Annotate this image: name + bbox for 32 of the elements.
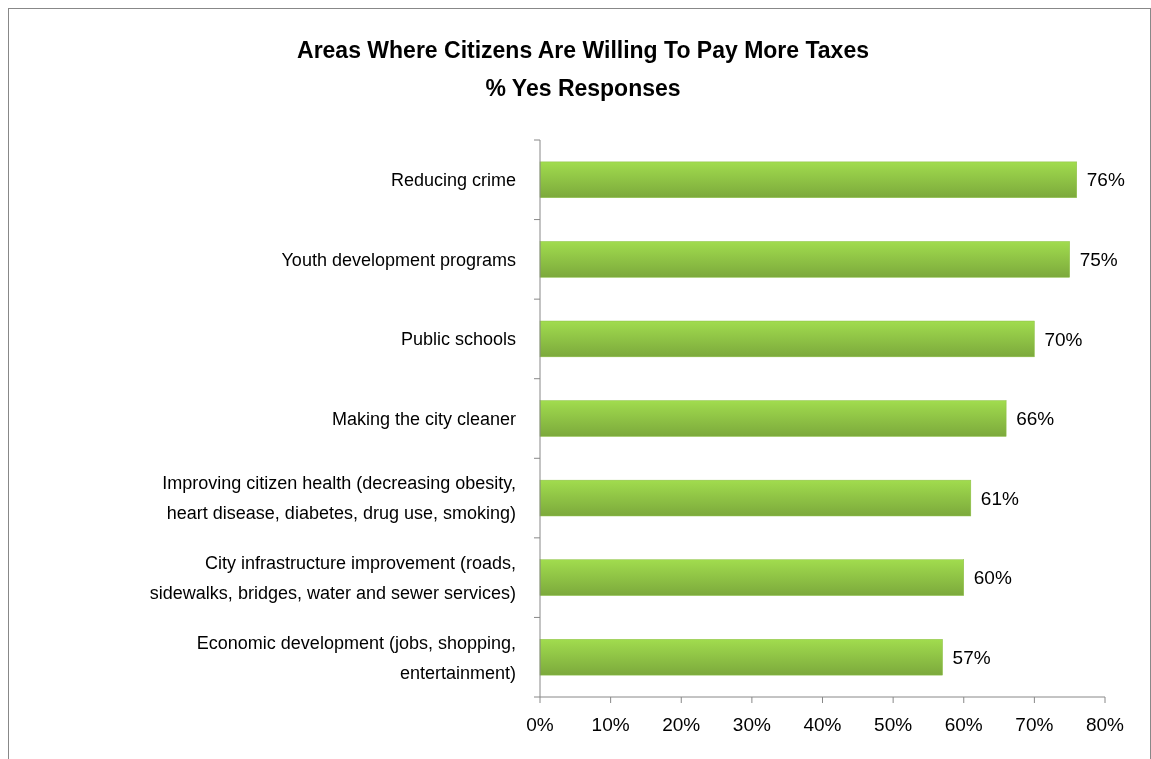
x-tick-label: 0% [526, 714, 554, 735]
y-tick-label: Making the city cleaner [331, 408, 516, 429]
bar [539, 161, 1077, 198]
data-label: 76% [1086, 169, 1125, 191]
y-tick-label: Improving citizen health (decreasing obesity, heart disease, diabetes, drug use, smoking) [162, 473, 516, 524]
x-tick-label: 30% [732, 714, 771, 735]
y-tick-label: Youth development programs [281, 249, 516, 270]
data-label: 57% [952, 646, 991, 668]
x-tick-label: 20% [662, 714, 701, 735]
bar [539, 320, 1035, 358]
y-tick-label: City infrastructure improvement (roads, sidewalks, bridges, water and sewer services) [149, 552, 516, 603]
data-label: 66% [1016, 408, 1055, 430]
x-tick-label: 10% [591, 714, 630, 735]
chart-title: Areas Where Citizens Are Willing To Pay More Taxes [297, 37, 869, 63]
data-label: 61% [980, 487, 1019, 509]
chart-subtitle: % Yes Responses [485, 75, 681, 101]
x-tick-label: 40% [803, 714, 842, 735]
data-label: 60% [973, 567, 1012, 589]
x-tick-label: 80% [1085, 714, 1125, 735]
x-tick-label: 60% [944, 714, 983, 735]
bar [539, 241, 1070, 278]
bar [539, 479, 972, 517]
y-tick-label: Economic development (jobs, shopping, entertainment) [196, 632, 516, 683]
y-tick-label: Public schools [400, 329, 516, 350]
bar [539, 559, 964, 596]
x-tick-label: 50% [874, 714, 913, 735]
data-label: 70% [1044, 328, 1083, 350]
data-label: 75% [1079, 249, 1118, 271]
x-tick-label: 70% [1015, 714, 1054, 735]
bar [539, 639, 943, 676]
y-tick-label: Reducing crime [390, 170, 516, 191]
bar [539, 400, 1007, 437]
